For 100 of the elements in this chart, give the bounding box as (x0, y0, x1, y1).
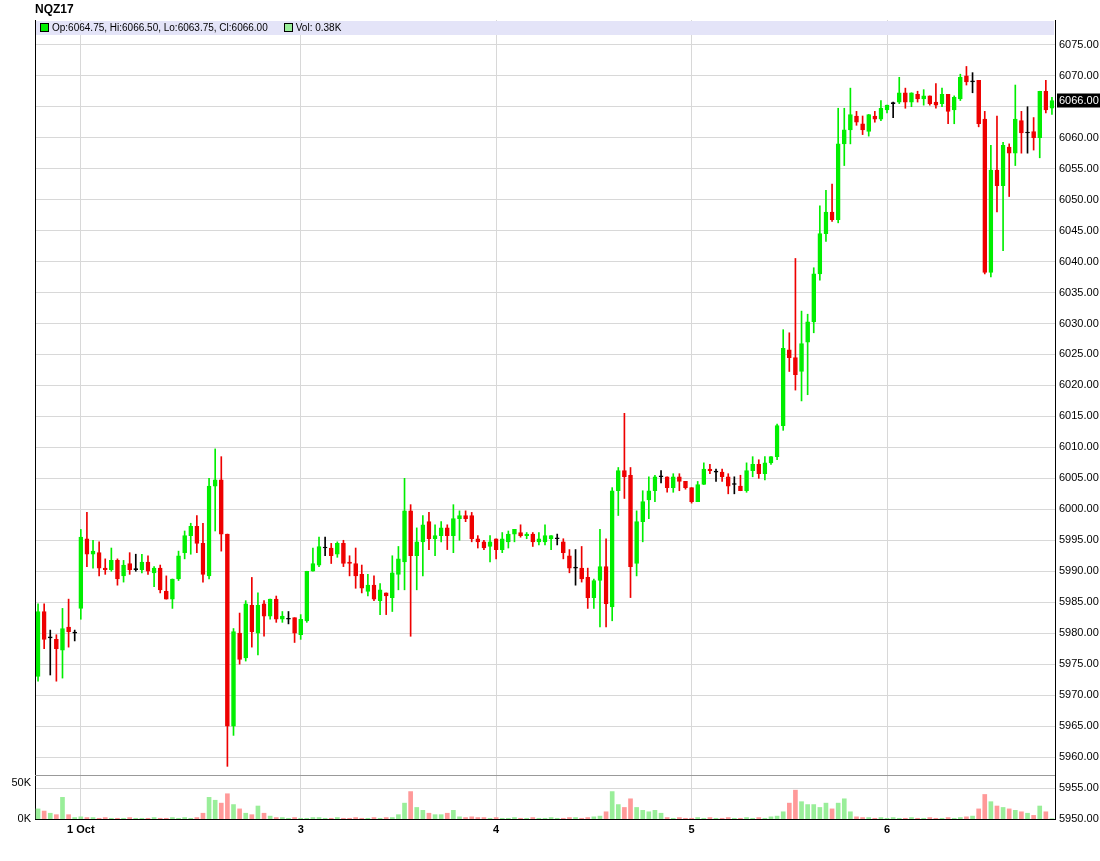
bar (1043, 811, 1049, 819)
candlestick (121, 560, 126, 583)
candlestick (66, 598, 71, 648)
bar (47, 812, 53, 819)
candlestick (518, 524, 523, 538)
candlestick (579, 546, 584, 583)
bar (231, 804, 236, 819)
candlestick (292, 617, 297, 643)
y-tick-label: 6050.00 (1059, 192, 1099, 205)
candlestick (622, 412, 627, 499)
candlestick (280, 611, 285, 623)
candlestick (750, 456, 755, 478)
bar (54, 814, 59, 819)
y-tick-label: 6015.00 (1059, 409, 1099, 422)
y-tick-label: 6025.00 (1059, 347, 1099, 360)
bar (438, 814, 444, 819)
candlestick (567, 549, 572, 574)
candlestick (347, 555, 352, 577)
candlestick (860, 115, 865, 135)
bar (212, 799, 218, 819)
candlestick (915, 90, 920, 103)
candlestick (335, 541, 340, 558)
y-tick-label: 5980.00 (1059, 626, 1099, 639)
bar (408, 791, 413, 819)
candlestick (1019, 111, 1024, 154)
x-tick-label: 5 (688, 822, 695, 835)
candlestick (689, 487, 694, 504)
candlestick (457, 510, 462, 541)
bar (60, 797, 65, 819)
y-tick-label: 6060.00 (1059, 130, 1099, 143)
y-tick-label: 5975.00 (1059, 657, 1099, 670)
y-tick-label: 6030.00 (1059, 316, 1099, 329)
y-tick-label: 6040.00 (1059, 254, 1099, 267)
y-tick-label: 6070.00 (1059, 68, 1099, 81)
candlestick (286, 611, 291, 625)
candlestick (786, 332, 792, 372)
candlestick (408, 504, 413, 637)
x-tick-label: 3 (297, 822, 304, 835)
candlestick (133, 553, 139, 572)
y-tick-label: 6000.00 (1059, 502, 1099, 515)
y-tick-label: 50K (11, 775, 32, 788)
candlestick (402, 478, 407, 591)
candlestick (841, 107, 847, 166)
y-tick-label: 6005.00 (1059, 471, 1099, 484)
bar (1031, 815, 1036, 819)
candlestick (554, 533, 560, 546)
x-tick-label: 6 (883, 822, 891, 835)
y-tick-label: 5995.00 (1059, 533, 1099, 546)
candlestick (54, 634, 59, 682)
bar (1012, 810, 1018, 819)
candlestick (1006, 143, 1012, 197)
y-tick-label: 6055.00 (1059, 161, 1099, 174)
candlestick (799, 310, 804, 402)
candlestick (793, 258, 798, 391)
candlestick (341, 539, 346, 567)
candlestick (976, 80, 981, 128)
x-tick-label: 1 Oct (67, 822, 95, 835)
x-tick-label: 4 (493, 822, 501, 835)
candlestick (396, 546, 401, 591)
bar (603, 811, 609, 819)
bar (432, 814, 438, 819)
bar (249, 814, 255, 819)
bar (66, 814, 71, 819)
candlestick (658, 470, 664, 484)
bar (1006, 808, 1012, 819)
y-tick-label: 5985.00 (1059, 595, 1099, 608)
y-tick-label: 5950.00 (1059, 812, 1099, 825)
y-tick-label: 5990.00 (1059, 564, 1099, 577)
candlestick (560, 538, 566, 560)
candlestick (677, 473, 682, 492)
bar (243, 812, 249, 819)
candlestick (72, 629, 78, 642)
bar (444, 812, 450, 819)
chart-title: NQZ17 (35, 2, 74, 16)
candlestick (115, 558, 120, 586)
candlestick (163, 575, 169, 600)
candlestick (176, 550, 181, 581)
annotation: Op:6064.75, Hi:6066.50, Lo:6063.75, Cl:6066.00 (52, 22, 268, 33)
y-tick-label: 5955.00 (1059, 781, 1099, 794)
candlestick (170, 578, 175, 609)
candlestick (903, 87, 908, 109)
candlestick (414, 527, 420, 591)
candlestick (958, 73, 963, 101)
candlestick (1031, 117, 1036, 151)
y-tick-label: 6035.00 (1059, 285, 1099, 298)
candlestick (225, 533, 230, 767)
candlestick (854, 111, 859, 126)
info-header: Op:6064.75, Hi:6066.50, Lo:6063.75, Cl:6066.00 Vol: 0.38K (36, 21, 1054, 35)
candlestick (707, 464, 713, 475)
candlestick (848, 87, 853, 145)
annotation: 6066.00 (1059, 93, 1099, 106)
candlestick (127, 552, 132, 575)
candlestick (60, 608, 65, 679)
candlestick (237, 612, 242, 665)
y-tick-label: 5965.00 (1059, 719, 1099, 732)
candlestick (683, 481, 688, 490)
candlestick (212, 448, 218, 532)
candlestick (463, 510, 468, 523)
candlestick (512, 529, 517, 543)
candlestick (231, 628, 236, 736)
